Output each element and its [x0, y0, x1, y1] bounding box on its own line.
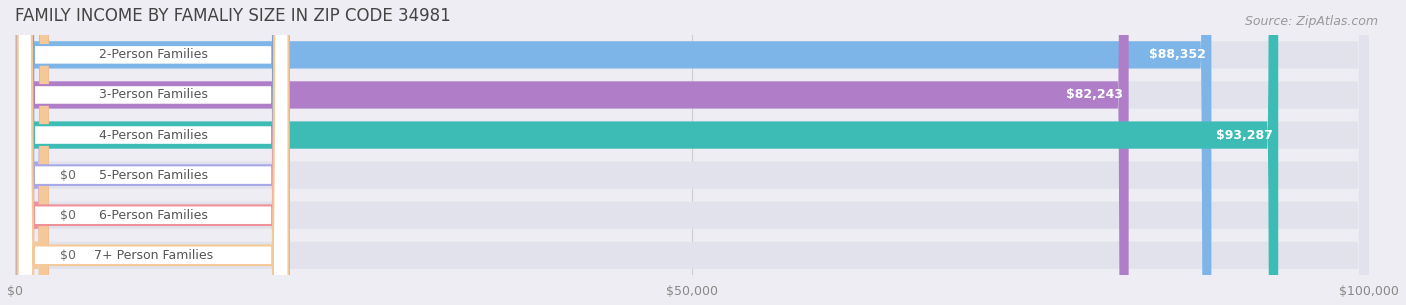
Text: $0: $0	[59, 169, 76, 181]
Text: 3-Person Families: 3-Person Families	[98, 88, 208, 102]
Text: 7+ Person Families: 7+ Person Families	[94, 249, 212, 262]
FancyBboxPatch shape	[15, 0, 1369, 305]
FancyBboxPatch shape	[18, 0, 288, 305]
Text: $88,352: $88,352	[1149, 48, 1206, 61]
FancyBboxPatch shape	[15, 0, 1278, 305]
FancyBboxPatch shape	[15, 0, 1369, 305]
FancyBboxPatch shape	[15, 0, 49, 305]
FancyBboxPatch shape	[15, 0, 49, 305]
Text: $0: $0	[59, 209, 76, 222]
Text: 6-Person Families: 6-Person Families	[98, 209, 208, 222]
Text: FAMILY INCOME BY FAMALIY SIZE IN ZIP CODE 34981: FAMILY INCOME BY FAMALIY SIZE IN ZIP COD…	[15, 7, 451, 25]
FancyBboxPatch shape	[15, 0, 1369, 305]
Text: 2-Person Families: 2-Person Families	[98, 48, 208, 61]
Text: $93,287: $93,287	[1216, 128, 1272, 142]
FancyBboxPatch shape	[18, 0, 288, 305]
FancyBboxPatch shape	[18, 0, 288, 305]
FancyBboxPatch shape	[15, 0, 49, 305]
FancyBboxPatch shape	[15, 0, 1212, 305]
Text: $82,243: $82,243	[1066, 88, 1123, 102]
Text: 5-Person Families: 5-Person Families	[98, 169, 208, 181]
FancyBboxPatch shape	[18, 0, 288, 305]
FancyBboxPatch shape	[15, 0, 1129, 305]
FancyBboxPatch shape	[15, 0, 1369, 305]
Text: Source: ZipAtlas.com: Source: ZipAtlas.com	[1244, 15, 1378, 28]
Text: 4-Person Families: 4-Person Families	[98, 128, 208, 142]
FancyBboxPatch shape	[18, 0, 288, 305]
FancyBboxPatch shape	[18, 0, 288, 305]
FancyBboxPatch shape	[15, 0, 1369, 305]
FancyBboxPatch shape	[15, 0, 1369, 305]
Text: $0: $0	[59, 249, 76, 262]
